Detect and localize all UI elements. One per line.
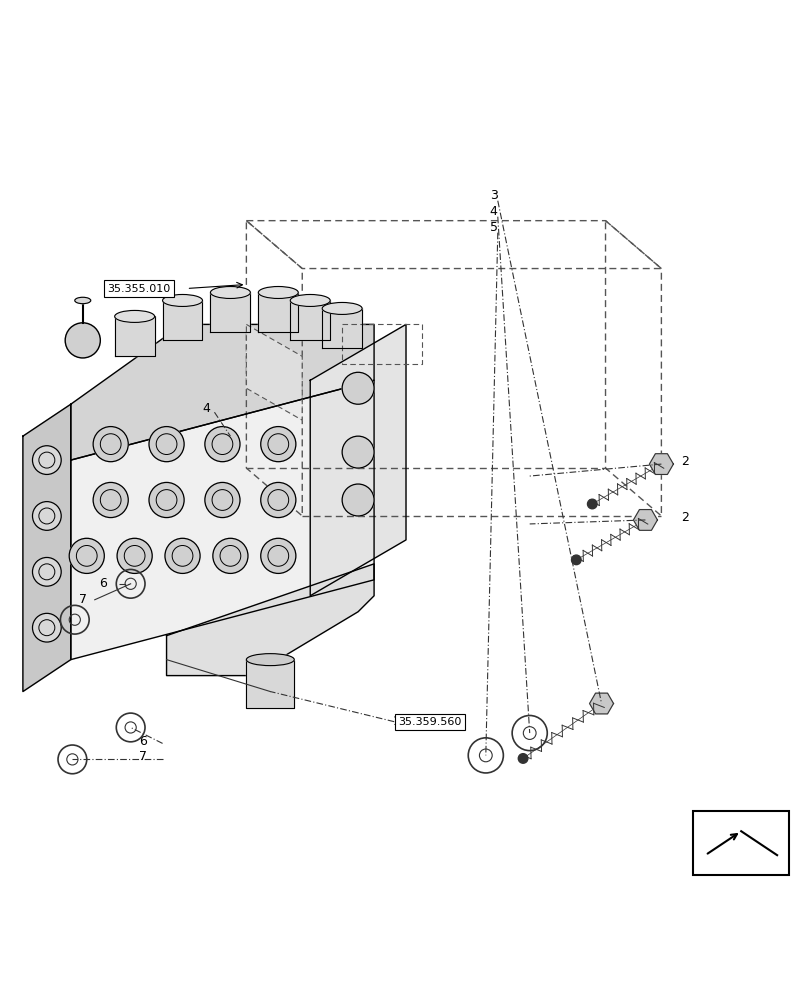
Circle shape [341,484,374,516]
Circle shape [149,482,184,518]
Polygon shape [633,510,657,530]
Circle shape [32,446,61,474]
Text: 35.355.010: 35.355.010 [107,284,170,294]
Circle shape [341,436,374,468]
Polygon shape [649,454,672,474]
Text: 3: 3 [489,189,497,202]
Ellipse shape [258,287,298,298]
Circle shape [165,538,200,573]
Ellipse shape [322,302,362,314]
Circle shape [32,502,61,530]
Circle shape [260,538,295,573]
Ellipse shape [290,294,330,306]
Text: 2: 2 [680,455,689,468]
Circle shape [517,754,527,763]
Polygon shape [114,316,154,356]
Polygon shape [589,693,613,714]
Ellipse shape [162,294,202,306]
Text: 4: 4 [489,205,497,218]
Text: 7: 7 [79,593,87,606]
Polygon shape [71,380,374,660]
Text: 5: 5 [489,221,497,234]
Circle shape [260,482,295,518]
Polygon shape [322,308,362,348]
Circle shape [260,427,295,462]
Circle shape [93,482,128,518]
Circle shape [571,555,581,565]
Ellipse shape [114,310,154,322]
Polygon shape [166,564,374,676]
Polygon shape [71,324,374,460]
Text: 35.359.560: 35.359.560 [397,717,461,727]
Circle shape [32,613,61,642]
Polygon shape [310,324,406,596]
Circle shape [32,557,61,586]
Circle shape [204,427,240,462]
Bar [693,811,788,875]
Polygon shape [290,300,330,340]
Circle shape [117,538,152,573]
Ellipse shape [246,654,294,666]
Polygon shape [246,660,294,708]
Polygon shape [23,404,71,692]
Circle shape [204,482,240,518]
Circle shape [587,499,596,509]
Polygon shape [162,300,202,340]
Circle shape [69,538,104,573]
Text: 7: 7 [139,750,147,763]
Polygon shape [246,324,302,420]
Text: 2: 2 [680,511,689,524]
Polygon shape [210,292,250,332]
Circle shape [93,427,128,462]
Ellipse shape [75,297,91,304]
Circle shape [341,372,374,404]
Text: 4: 4 [202,402,210,415]
Polygon shape [258,292,298,332]
Circle shape [149,427,184,462]
Circle shape [212,538,247,573]
Ellipse shape [210,287,250,298]
Circle shape [65,323,101,358]
Text: 6: 6 [99,577,106,590]
Text: 6: 6 [139,735,147,748]
Text: 1: 1 [392,715,400,728]
